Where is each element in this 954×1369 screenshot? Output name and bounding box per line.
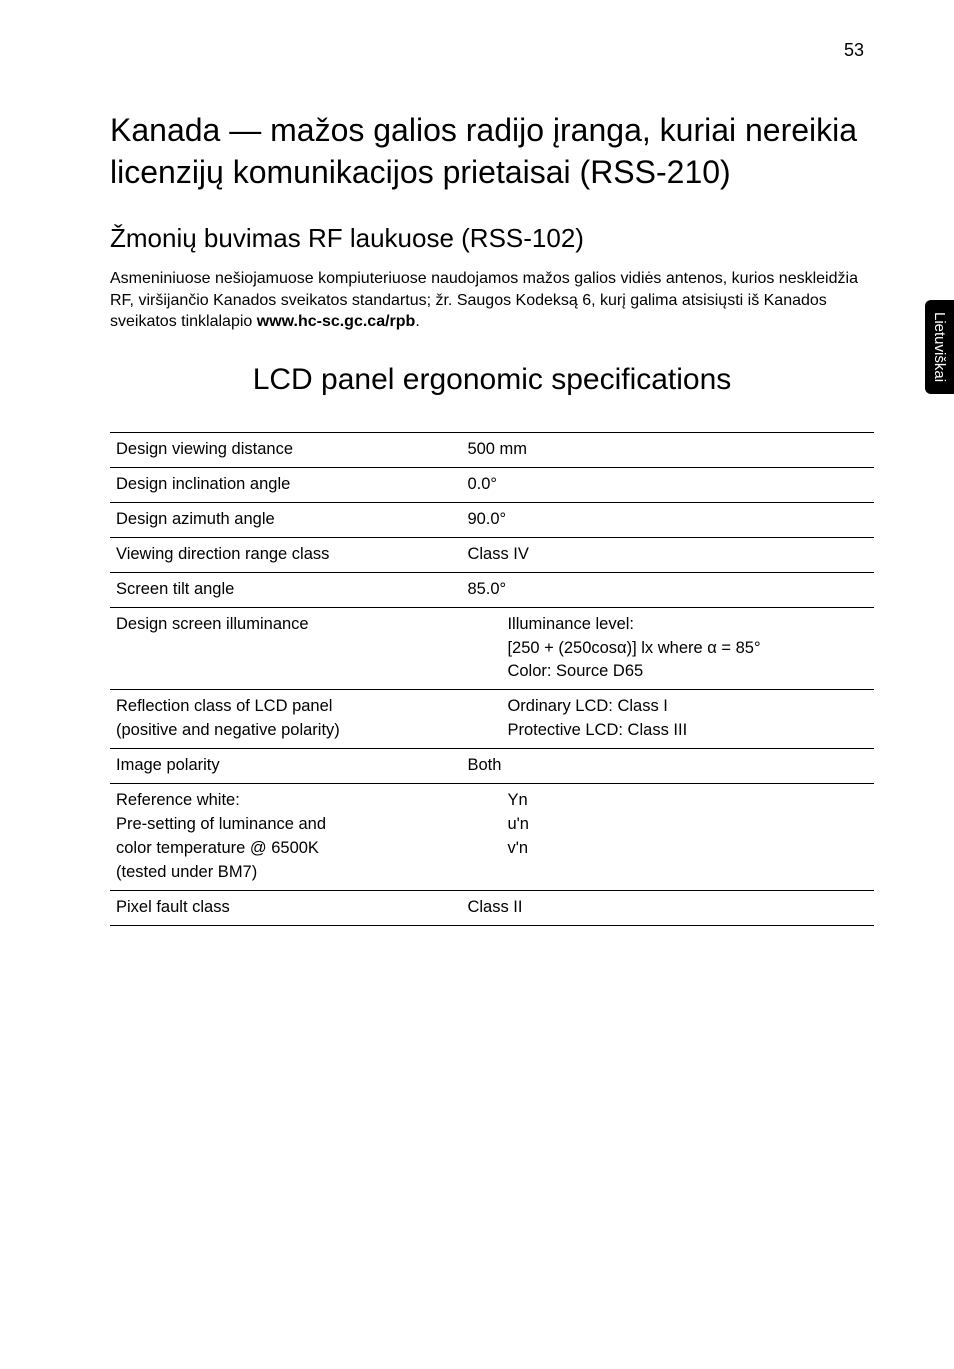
cell-line: Yn — [467, 789, 868, 813]
cell-label: Image polarity — [110, 749, 461, 784]
cell-line: [250 + (250cosα)] lx where α = 85° — [467, 637, 868, 661]
cell-value: Illuminance level: [250 + (250cosα)] lx … — [461, 607, 874, 690]
table-row: Screen tilt angle 85.0° — [110, 572, 874, 607]
language-tab: Lietuviškai — [925, 300, 954, 394]
cell-line: Color: Source D65 — [467, 660, 868, 684]
cell-line: Pre-setting of luminance and — [116, 815, 326, 833]
paragraph-link: www.hc-sc.gc.ca/rpb — [257, 313, 416, 330]
table-row: Design viewing distance 500 mm — [110, 432, 874, 467]
cell-line: u'n — [467, 813, 868, 837]
cell-value: Ordinary LCD: Class I Protective LCD: Cl… — [461, 690, 874, 749]
cell-value: 85.0° — [461, 572, 874, 607]
cell-value: Yn u'n v'n — [461, 784, 874, 891]
cell-label: Pixel fault class — [110, 890, 461, 925]
table-heading: LCD panel ergonomic specifications — [110, 363, 874, 397]
cell-label: Reflection class of LCD panel (positive … — [110, 690, 461, 749]
spec-table: Design viewing distance 500 mm Design in… — [110, 432, 874, 926]
table-row: Pixel fault class Class II — [110, 890, 874, 925]
cell-value: 500 mm — [461, 432, 874, 467]
cell-value: 0.0° — [461, 467, 874, 502]
cell-label: Design azimuth angle — [110, 502, 461, 537]
page-number: 53 — [844, 40, 864, 61]
table-row: Design inclination angle 0.0° — [110, 467, 874, 502]
table-row: Design azimuth angle 90.0° — [110, 502, 874, 537]
cell-label: Design screen illuminance — [110, 607, 461, 690]
paragraph-text: Asmeniniuose nešiojamuose kompiuteriuose… — [110, 270, 858, 330]
cell-line: Protective LCD: Class III — [467, 719, 868, 743]
cell-line: v'n — [467, 837, 868, 861]
cell-line: Reference white: — [116, 791, 240, 809]
cell-line: (positive and negative polarity) — [116, 721, 340, 739]
cell-value: Class IV — [461, 537, 874, 572]
cell-value: 90.0° — [461, 502, 874, 537]
body-paragraph: Asmeniniuose nešiojamuose kompiuteriuose… — [110, 268, 874, 333]
main-heading: Kanada — mažos galios radijo įranga, kur… — [110, 110, 874, 193]
cell-value: Both — [461, 749, 874, 784]
table-row: Image polarity Both — [110, 749, 874, 784]
cell-value: Class II — [461, 890, 874, 925]
sub-heading: Žmonių buvimas RF laukuose (RSS-102) — [110, 223, 874, 254]
cell-line: Reflection class of LCD panel — [116, 697, 332, 715]
cell-line: color temperature @ 6500K — [116, 839, 319, 857]
cell-label: Reference white: Pre-setting of luminanc… — [110, 784, 461, 891]
table-row: Reflection class of LCD panel (positive … — [110, 690, 874, 749]
table-row: Design screen illuminance Illuminance le… — [110, 607, 874, 690]
cell-label: Screen tilt angle — [110, 572, 461, 607]
table-row: Viewing direction range class Class IV — [110, 537, 874, 572]
table-row: Reference white: Pre-setting of luminanc… — [110, 784, 874, 891]
cell-label: Design inclination angle — [110, 467, 461, 502]
cell-label: Viewing direction range class — [110, 537, 461, 572]
cell-label: Design viewing distance — [110, 432, 461, 467]
cell-line: Illuminance level: — [467, 613, 868, 637]
cell-line: Ordinary LCD: Class I — [467, 695, 868, 719]
cell-line: (tested under BM7) — [116, 863, 257, 881]
paragraph-tail: . — [415, 313, 419, 330]
